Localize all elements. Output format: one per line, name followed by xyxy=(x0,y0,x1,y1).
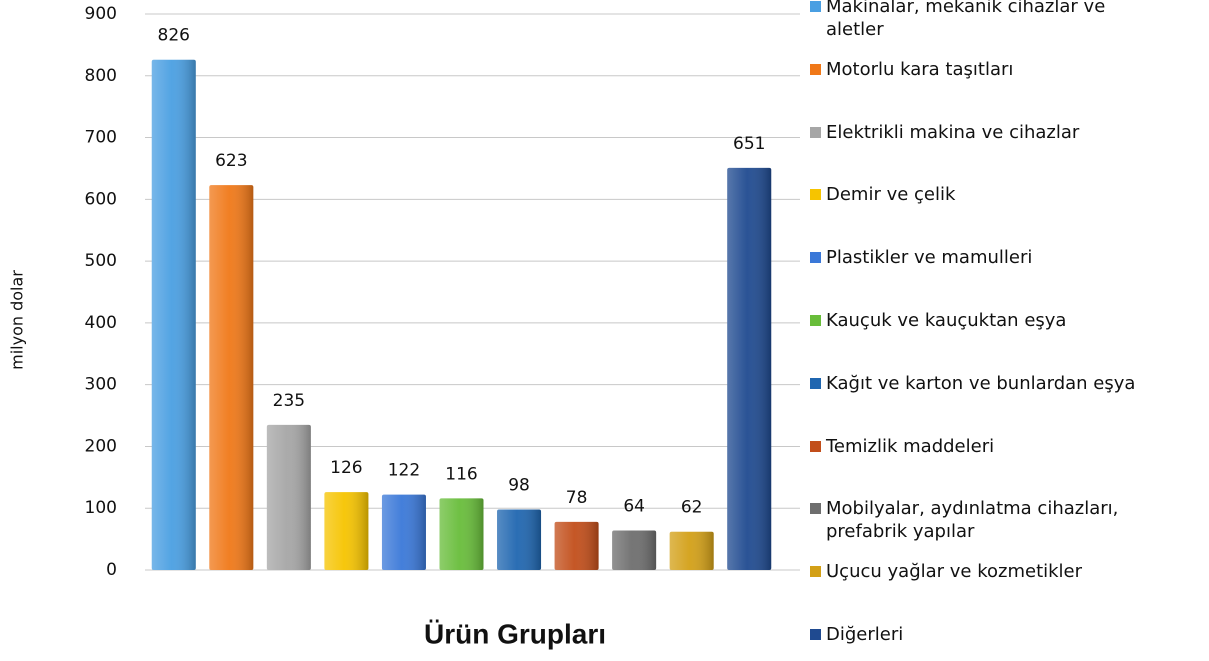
data-label: 116 xyxy=(445,464,477,484)
legend-item: Elektrikli makina ve cihazlar xyxy=(810,121,1156,144)
data-label: 122 xyxy=(388,461,420,481)
bar-shine xyxy=(439,498,484,570)
legend-label: Mobilyalar, aydınlatma cihazları, prefab… xyxy=(826,498,1119,543)
data-label: 78 xyxy=(566,488,588,508)
data-label: 651 xyxy=(733,134,765,154)
legend-label: Makinalar, mekanik cihazlar ve aletler xyxy=(826,0,1106,40)
legend-item: Motorlu kara taşıtları xyxy=(810,58,1156,81)
legend-item: Temizlik maddeleri xyxy=(810,435,1156,458)
bar-shine xyxy=(266,424,311,570)
legend-label: Plastikler ve mamulleri xyxy=(826,247,1033,269)
y-tick-label: 600 xyxy=(85,189,117,209)
legend-swatch xyxy=(810,63,821,75)
bar-group xyxy=(324,492,369,570)
legend-item: Demir ve çelik xyxy=(810,183,1156,206)
y-tick-label: 700 xyxy=(85,128,117,148)
bar-group xyxy=(439,498,484,570)
legend-label: Demir ve çelik xyxy=(826,184,956,206)
legend-label: Elektrikli makina ve cihazlar xyxy=(826,121,1080,143)
bar-group xyxy=(266,424,311,570)
bar-shine xyxy=(381,494,426,570)
bar-group xyxy=(612,530,657,570)
plot: milyon dolar Ürün Grupları 0 100 200 300 400… xyxy=(8,4,800,649)
legend-swatch xyxy=(810,1,821,12)
bar-shine xyxy=(151,59,196,571)
y-tick-label: 200 xyxy=(85,436,117,456)
y-tick-label: 0 xyxy=(106,560,117,580)
bar-group xyxy=(151,59,196,571)
legend-item: Kauçuk ve kauçuktan eşya xyxy=(810,309,1156,332)
legend-item: Kağıt ve karton ve bunlardan eşya xyxy=(810,372,1156,395)
data-label: 126 xyxy=(330,458,362,478)
bar-group xyxy=(727,167,772,570)
legend-swatch xyxy=(810,629,821,640)
legend-label: Kağıt ve karton ve bunlardan eşya xyxy=(826,372,1136,394)
bar-group xyxy=(497,509,542,570)
legend-label: Temizlik maddeleri xyxy=(826,435,995,457)
data-label: 64 xyxy=(623,496,645,516)
x-axis-label: Ürün Grupları xyxy=(424,618,606,649)
bar-shine xyxy=(497,509,542,570)
legend-label: Uçucu yağlar ve kozmetikler xyxy=(826,561,1083,583)
legend-swatch xyxy=(810,189,821,201)
legend-swatch xyxy=(810,252,821,264)
y-axis-label: milyon dolar xyxy=(8,270,27,370)
bar-shine xyxy=(324,492,369,570)
bar-shine xyxy=(727,167,772,570)
y-tick-label: 800 xyxy=(85,66,117,86)
bar-group xyxy=(554,521,599,570)
legend-swatch xyxy=(810,315,821,326)
legend-item: Uçucu yağlar ve kozmetikler xyxy=(810,560,1156,583)
bar-group xyxy=(209,185,254,570)
bar-shine xyxy=(209,185,254,570)
legend-label: Kauçuk ve kauçuktan eşya xyxy=(826,310,1067,331)
y-tick-label: 300 xyxy=(85,375,117,395)
data-label: 62 xyxy=(681,498,703,518)
legend-swatch xyxy=(810,440,821,452)
bar-shine xyxy=(554,521,599,570)
bar-shine xyxy=(669,531,714,570)
bar-shine xyxy=(612,530,657,570)
legend-label: Motorlu kara taşıtları xyxy=(826,58,1014,80)
y-tick-label: 500 xyxy=(85,251,117,271)
legend-item: Makinalar, mekanik cihazlar ve aletler xyxy=(810,0,1156,41)
legend-swatch xyxy=(810,566,821,578)
legend-item: Plastikler ve mamulleri xyxy=(810,246,1156,269)
legend-item: Mobilyalar, aydınlatma cihazları, prefab… xyxy=(810,497,1156,543)
legend-swatch xyxy=(810,503,821,515)
data-label: 98 xyxy=(508,475,530,495)
y-tick-label: 400 xyxy=(85,313,117,333)
bar-group xyxy=(669,531,714,570)
legend-swatch xyxy=(810,377,821,389)
legend-swatch xyxy=(810,126,821,138)
y-tick-label: 100 xyxy=(85,498,117,518)
legend-label: Diğerleri xyxy=(826,624,904,645)
y-tick-label: 900 xyxy=(85,4,117,24)
legend-item: Diğerleri xyxy=(810,623,1156,646)
data-label: 826 xyxy=(158,26,190,46)
data-label: 235 xyxy=(273,391,305,411)
bar-group xyxy=(381,494,426,570)
data-label: 623 xyxy=(215,151,247,171)
